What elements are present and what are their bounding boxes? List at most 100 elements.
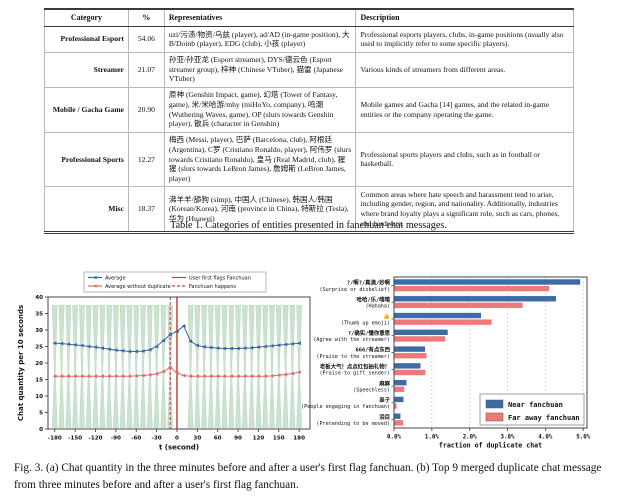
representatives-cell: 原神 (Genshin Impact, game), 幻塔 (Tower of … <box>163 86 356 133</box>
category-cell: Misc <box>44 186 129 233</box>
data-marker <box>133 373 138 378</box>
legend-label: Far away fanchuan <box>508 414 580 422</box>
x-tick-label: -180 <box>48 436 62 442</box>
x-tick-label: 180 <box>293 436 305 442</box>
violin-band <box>275 305 282 428</box>
percent-cell: 54.06 <box>127 26 165 53</box>
violin-band <box>85 305 92 428</box>
data-marker <box>93 345 98 350</box>
violin-band <box>51 305 58 428</box>
plot-frame <box>393 276 588 429</box>
violin-band <box>194 305 201 428</box>
violin-band <box>79 305 85 428</box>
category-sublabel: (Speechless) <box>353 387 390 393</box>
header-percent: % <box>127 9 165 28</box>
x-tick-label: 90 <box>234 436 242 442</box>
data-marker <box>100 346 105 351</box>
data-marker <box>188 374 193 379</box>
data-marker <box>147 372 152 377</box>
far-away-fanchuan-bar <box>394 336 446 342</box>
data-marker <box>188 339 193 344</box>
data-marker <box>249 345 254 350</box>
table-row: Streamer 21.07 孙亚/孙亚龙 (Esport streamer),… <box>44 51 574 88</box>
table-row: Professional Esport 54.06 uzi/污渍/物资/乌兹 (… <box>44 26 574 53</box>
data-marker <box>154 371 159 376</box>
line-chart-legend: Average Average without duplicate User fir… <box>83 271 267 293</box>
table-header-row: Category % Representatives Description <box>44 9 574 28</box>
near-fanchuan-bar <box>394 346 426 352</box>
far-away-fanchuan-bar <box>394 386 405 392</box>
y-tick-label: 0 <box>39 427 43 433</box>
data-marker <box>79 374 84 379</box>
data-marker <box>222 374 227 379</box>
data-marker <box>242 374 247 379</box>
x-tick-label: -90 <box>111 436 121 442</box>
violin-band <box>248 305 255 428</box>
violin-band <box>201 305 207 428</box>
violin-band <box>72 305 78 428</box>
data-marker <box>167 365 172 370</box>
data-marker <box>269 343 274 348</box>
data-marker <box>222 346 227 351</box>
data-marker <box>140 349 145 354</box>
description-cell: Professional sports players and clubs, s… <box>355 131 574 187</box>
y-tick-label: 25 <box>35 345 43 351</box>
data-marker <box>296 341 301 346</box>
bar-chart-duplicate-messages: ?/啊?/真滴/妙啊(Surprise or disbelief) 哈哈/乐/嘻嘻… <box>301 276 591 450</box>
category-sublabel: (Thumb up emoji) <box>341 320 390 326</box>
data-marker <box>167 332 172 337</box>
percent-cell: 18.37 <box>127 186 165 233</box>
violin-band <box>147 305 153 428</box>
near-fanchuan-bar <box>394 379 407 386</box>
data-marker <box>283 342 288 347</box>
far-away-fanchuan-bar <box>394 369 426 376</box>
data-marker <box>262 344 267 349</box>
data-marker <box>127 349 132 354</box>
data-marker <box>228 346 233 351</box>
data-marker <box>59 374 64 379</box>
y-tick-label: 15 <box>35 378 43 384</box>
representatives-cell: 梅西 (Messi, player), 巴萨 (Barcelona, club)… <box>163 131 356 187</box>
data-marker <box>106 347 111 352</box>
data-marker <box>86 374 91 379</box>
data-marker <box>79 343 84 348</box>
violin-band <box>255 305 262 428</box>
data-marker <box>174 329 179 334</box>
category-cell: Streamer <box>44 51 129 88</box>
data-marker <box>66 374 71 379</box>
category-label: ?/啊?/真滴/妙啊 <box>347 279 391 287</box>
header-category: Category <box>44 9 129 28</box>
category-label: 哈哈/乐/嘻嘻 <box>357 295 391 303</box>
representatives-cell: uzi/污渍/物资/乌兹 (player), ad/AD (in-game po… <box>163 26 356 53</box>
category-sublabel: (Praise to the streamer) <box>316 354 390 360</box>
category-label: 666/有点东西 <box>355 346 390 354</box>
x-tick-label: 2.0% <box>463 435 477 441</box>
table-caption: Table 1. Categories of entities presente… <box>170 220 447 231</box>
description-cell: Mobile games and Gacha [14] games, and t… <box>355 86 574 133</box>
x-tick-label: 4.0% <box>538 435 552 441</box>
data-marker <box>201 344 206 349</box>
data-marker <box>161 369 166 374</box>
violin-band <box>282 305 289 428</box>
percent-cell: 21.07 <box>127 51 165 88</box>
violin-band <box>208 305 214 428</box>
bar-chart-legend: Near fanchuan Far away fanchuan <box>479 393 585 426</box>
x-tick-label: 60 <box>214 436 222 442</box>
category-sublabel: (Agree with the streamer) <box>313 337 390 343</box>
violin-band <box>160 305 167 428</box>
category-label: 麻麻 <box>378 379 390 387</box>
data-marker <box>140 373 145 378</box>
data-marker <box>100 374 105 379</box>
violin-band <box>126 305 133 428</box>
header-representatives: Representatives <box>163 9 356 28</box>
violin-band <box>140 305 146 428</box>
data-marker <box>276 343 281 348</box>
percent-cell: 20.90 <box>127 86 165 133</box>
violin-band <box>187 305 194 428</box>
category-label: 老板大气！点点红包抽礼物！ <box>320 362 390 370</box>
table-row: Professional Sports 12.27 梅西 (Messi, pla… <box>44 131 574 187</box>
category-cell: Mobile / Gacha Game <box>44 86 129 133</box>
data-marker <box>59 341 64 346</box>
violin-band <box>214 305 221 428</box>
near-fanchuan-bar <box>394 296 556 302</box>
